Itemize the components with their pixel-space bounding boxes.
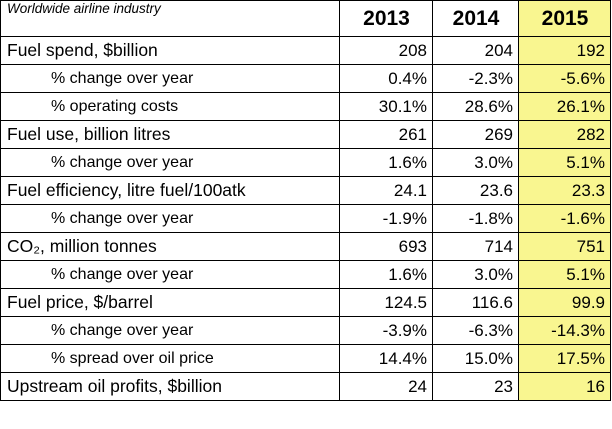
table-row: % change over year -3.9% -6.3% -14.3% bbox=[0, 316, 611, 345]
value-2013: 1.6% bbox=[339, 260, 433, 289]
value-2014: 3.0% bbox=[432, 260, 519, 289]
value-2014: 116.6 bbox=[432, 288, 519, 317]
value-2013: 693 bbox=[339, 232, 433, 261]
row-label: Fuel use, billion litres bbox=[0, 120, 340, 149]
value-2014: 714 bbox=[432, 232, 519, 261]
value-2015: 282 bbox=[518, 120, 611, 149]
value-2014: 204 bbox=[432, 36, 519, 65]
row-label: CO₂, million tonnes bbox=[0, 232, 340, 261]
table-row: Fuel use, billion litres 261 269 282 bbox=[0, 120, 611, 149]
value-2015: 5.1% bbox=[518, 148, 611, 177]
header-row: Worldwide airline industry 2013 2014 201… bbox=[0, 0, 611, 37]
table-row: % spread over oil price 14.4% 15.0% 17.5… bbox=[0, 344, 611, 373]
table-row: % change over year 1.6% 3.0% 5.1% bbox=[0, 148, 611, 177]
table-title: Worldwide airline industry bbox=[0, 0, 340, 37]
value-2014: -2.3% bbox=[432, 64, 519, 93]
row-label: % change over year bbox=[0, 148, 340, 177]
table-row: Fuel efficiency, litre fuel/100atk 24.1 … bbox=[0, 176, 611, 205]
airline-fuel-table: Worldwide airline industry 2013 2014 201… bbox=[0, 0, 611, 401]
value-2014: 23.6 bbox=[432, 176, 519, 205]
value-2013: 1.6% bbox=[339, 148, 433, 177]
value-2013: 261 bbox=[339, 120, 433, 149]
row-label: % operating costs bbox=[0, 92, 340, 121]
row-label: % change over year bbox=[0, 260, 340, 289]
value-2014: 3.0% bbox=[432, 148, 519, 177]
value-2014: -1.8% bbox=[432, 204, 519, 233]
value-2015: -14.3% bbox=[518, 316, 611, 345]
value-2015: -5.6% bbox=[518, 64, 611, 93]
value-2015: -1.6% bbox=[518, 204, 611, 233]
table-row: Fuel price, $/barrel 124.5 116.6 99.9 bbox=[0, 288, 611, 317]
year-header-2013: 2013 bbox=[339, 0, 433, 37]
value-2013: 14.4% bbox=[339, 344, 433, 373]
value-2015: 192 bbox=[518, 36, 611, 65]
value-2013: 124.5 bbox=[339, 288, 433, 317]
table-row: Upstream oil profits, $billion 24 23 16 bbox=[0, 372, 611, 401]
row-label: % change over year bbox=[0, 64, 340, 93]
row-label: % change over year bbox=[0, 316, 340, 345]
value-2015: 17.5% bbox=[518, 344, 611, 373]
row-label: % spread over oil price bbox=[0, 344, 340, 373]
value-2013: 30.1% bbox=[339, 92, 433, 121]
row-label: Fuel price, $/barrel bbox=[0, 288, 340, 317]
value-2015: 5.1% bbox=[518, 260, 611, 289]
table-row: % change over year 1.6% 3.0% 5.1% bbox=[0, 260, 611, 289]
table-row: % operating costs 30.1% 28.6% 26.1% bbox=[0, 92, 611, 121]
value-2015: 16 bbox=[518, 372, 611, 401]
value-2013: 0.4% bbox=[339, 64, 433, 93]
table-row: % change over year 0.4% -2.3% -5.6% bbox=[0, 64, 611, 93]
table-row: CO₂, million tonnes 693 714 751 bbox=[0, 232, 611, 261]
value-2014: 28.6% bbox=[432, 92, 519, 121]
value-2014: 23 bbox=[432, 372, 519, 401]
value-2015: 751 bbox=[518, 232, 611, 261]
value-2013: 24.1 bbox=[339, 176, 433, 205]
value-2013: 24 bbox=[339, 372, 433, 401]
value-2013: 208 bbox=[339, 36, 433, 65]
value-2015: 99.9 bbox=[518, 288, 611, 317]
year-header-2014: 2014 bbox=[432, 0, 519, 37]
table-row: % change over year -1.9% -1.8% -1.6% bbox=[0, 204, 611, 233]
year-header-2015: 2015 bbox=[518, 0, 611, 37]
value-2015: 23.3 bbox=[518, 176, 611, 205]
value-2013: -3.9% bbox=[339, 316, 433, 345]
value-2014: 15.0% bbox=[432, 344, 519, 373]
row-label: Upstream oil profits, $billion bbox=[0, 372, 340, 401]
row-label: % change over year bbox=[0, 204, 340, 233]
value-2015: 26.1% bbox=[518, 92, 611, 121]
table-row: Fuel spend, $billion 208 204 192 bbox=[0, 36, 611, 65]
value-2014: -6.3% bbox=[432, 316, 519, 345]
value-2014: 269 bbox=[432, 120, 519, 149]
value-2013: -1.9% bbox=[339, 204, 433, 233]
row-label: Fuel efficiency, litre fuel/100atk bbox=[0, 176, 340, 205]
row-label: Fuel spend, $billion bbox=[0, 36, 340, 65]
